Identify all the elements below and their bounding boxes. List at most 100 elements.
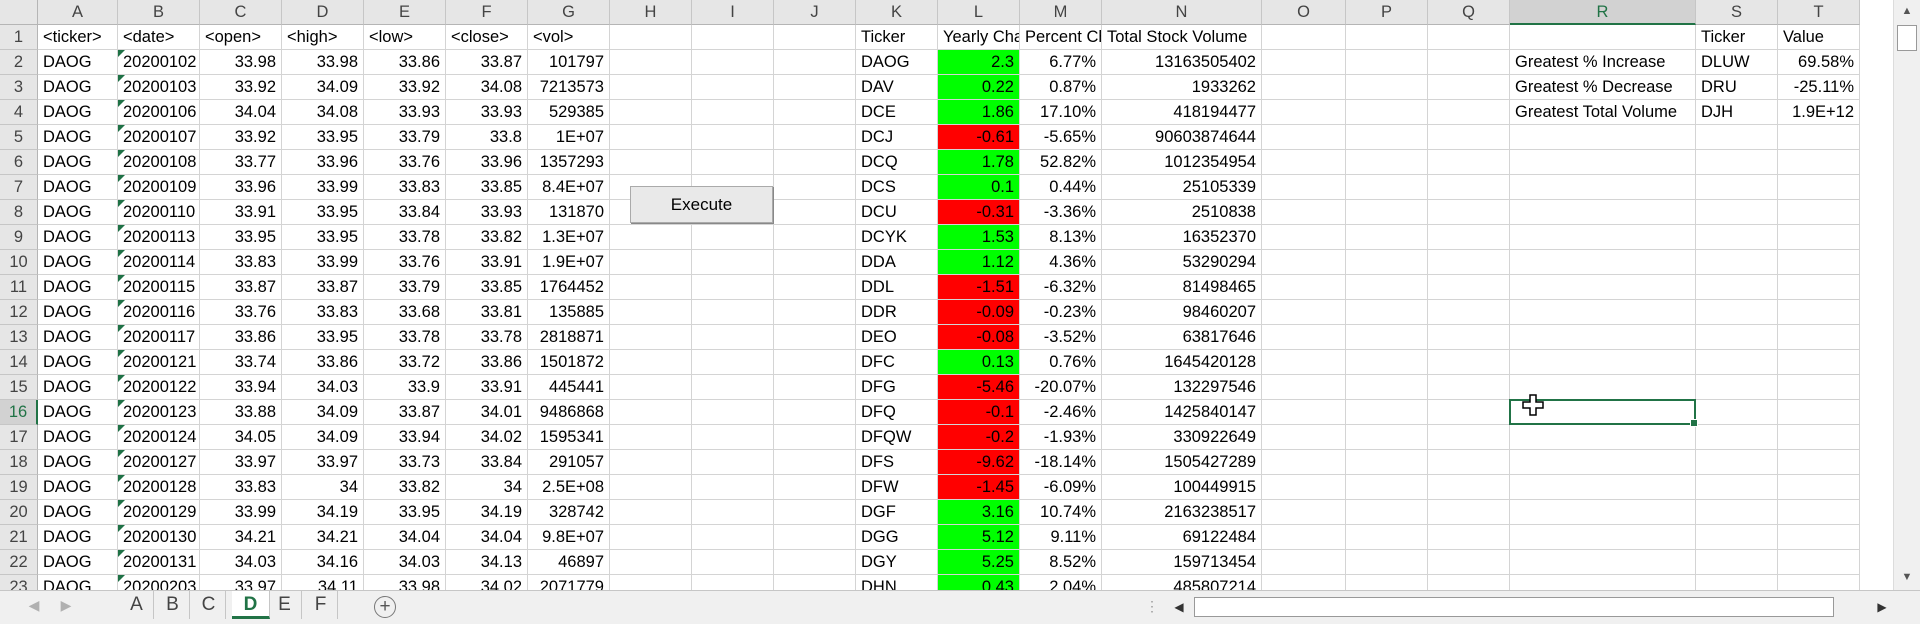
column-header-h[interactable]: H — [610, 0, 692, 25]
cell-k6[interactable]: DCQ — [856, 150, 938, 175]
cell-b7[interactable]: 20200109 — [118, 175, 200, 200]
cell-p17[interactable] — [1346, 425, 1428, 450]
cell-f16[interactable]: 34.01 — [446, 400, 528, 425]
cell-a14[interactable]: DAOG — [38, 350, 118, 375]
cell-g5[interactable]: 1E+07 — [528, 125, 610, 150]
cell-p22[interactable] — [1346, 550, 1428, 575]
cell-s12[interactable] — [1696, 300, 1778, 325]
cell-t10[interactable] — [1778, 250, 1860, 275]
cell-b2[interactable]: 20200102 — [118, 50, 200, 75]
cell-d19[interactable]: 34 — [282, 475, 364, 500]
cell-q7[interactable] — [1428, 175, 1510, 200]
cell-k17[interactable]: DFQW — [856, 425, 938, 450]
cell-p1[interactable] — [1346, 25, 1428, 50]
cell-l3[interactable]: 0.22 — [938, 75, 1020, 100]
cell-t5[interactable] — [1778, 125, 1860, 150]
scroll-up-icon[interactable]: ▲ — [1901, 5, 1913, 17]
cell-c18[interactable]: 33.97 — [200, 450, 282, 475]
cell-j12[interactable] — [774, 300, 856, 325]
cell-e4[interactable]: 33.93 — [364, 100, 446, 125]
cell-k3[interactable]: DAV — [856, 75, 938, 100]
cell-b19[interactable]: 20200128 — [118, 475, 200, 500]
cell-o19[interactable] — [1262, 475, 1346, 500]
cell-o17[interactable] — [1262, 425, 1346, 450]
cell-c5[interactable]: 33.92 — [200, 125, 282, 150]
cell-e11[interactable]: 33.79 — [364, 275, 446, 300]
cell-m4[interactable]: 17.10% — [1020, 100, 1102, 125]
cell-t16[interactable] — [1778, 400, 1860, 425]
cell-k8[interactable]: DCU — [856, 200, 938, 225]
cell-l2[interactable]: 2.3 — [938, 50, 1020, 75]
cell-t7[interactable] — [1778, 175, 1860, 200]
cell-t22[interactable] — [1778, 550, 1860, 575]
cell-l14[interactable]: 0.13 — [938, 350, 1020, 375]
cell-m17[interactable]: -1.93% — [1020, 425, 1102, 450]
row-header-9[interactable]: 9 — [0, 225, 38, 250]
cell-e12[interactable]: 33.68 — [364, 300, 446, 325]
cell-q16[interactable] — [1428, 400, 1510, 425]
cell-n12[interactable]: 98460207 — [1102, 300, 1262, 325]
cell-p20[interactable] — [1346, 500, 1428, 525]
cell-a13[interactable]: DAOG — [38, 325, 118, 350]
cell-i3[interactable] — [692, 75, 774, 100]
cell-n6[interactable]: 1012354954 — [1102, 150, 1262, 175]
cell-s3[interactable]: DRU — [1696, 75, 1778, 100]
cell-g22[interactable]: 46897 — [528, 550, 610, 575]
cell-t14[interactable] — [1778, 350, 1860, 375]
cell-g20[interactable]: 328742 — [528, 500, 610, 525]
cell-t15[interactable] — [1778, 375, 1860, 400]
cell-e3[interactable]: 33.92 — [364, 75, 446, 100]
cell-o18[interactable] — [1262, 450, 1346, 475]
cell-n7[interactable]: 25105339 — [1102, 175, 1262, 200]
cell-s16[interactable] — [1696, 400, 1778, 425]
cell-b11[interactable]: 20200115 — [118, 275, 200, 300]
row-header-5[interactable]: 5 — [0, 125, 38, 150]
cell-t1[interactable]: Value — [1778, 25, 1860, 50]
cell-f2[interactable]: 33.87 — [446, 50, 528, 75]
cell-r19[interactable] — [1510, 475, 1696, 500]
row-header-15[interactable]: 15 — [0, 375, 38, 400]
cell-m11[interactable]: -6.32% — [1020, 275, 1102, 300]
cell-n17[interactable]: 330922649 — [1102, 425, 1262, 450]
cell-o14[interactable] — [1262, 350, 1346, 375]
row-header-1[interactable]: 1 — [0, 25, 38, 50]
cell-f18[interactable]: 33.84 — [446, 450, 528, 475]
cell-a1[interactable]: <ticker> — [38, 25, 118, 50]
cell-d1[interactable]: <high> — [282, 25, 364, 50]
cell-e21[interactable]: 34.04 — [364, 525, 446, 550]
cell-g12[interactable]: 135885 — [528, 300, 610, 325]
row-header-19[interactable]: 19 — [0, 475, 38, 500]
cell-t18[interactable] — [1778, 450, 1860, 475]
cell-f1[interactable]: <close> — [446, 25, 528, 50]
cell-r18[interactable] — [1510, 450, 1696, 475]
cell-f15[interactable]: 33.91 — [446, 375, 528, 400]
cell-f5[interactable]: 33.8 — [446, 125, 528, 150]
cell-f3[interactable]: 34.08 — [446, 75, 528, 100]
cell-q5[interactable] — [1428, 125, 1510, 150]
cell-m21[interactable]: 9.11% — [1020, 525, 1102, 550]
cell-c2[interactable]: 33.98 — [200, 50, 282, 75]
cell-m6[interactable]: 52.82% — [1020, 150, 1102, 175]
cell-p3[interactable] — [1346, 75, 1428, 100]
cell-i13[interactable] — [692, 325, 774, 350]
cell-l10[interactable]: 1.12 — [938, 250, 1020, 275]
cell-c13[interactable]: 33.86 — [200, 325, 282, 350]
cell-s22[interactable] — [1696, 550, 1778, 575]
cell-h18[interactable] — [610, 450, 692, 475]
cell-q15[interactable] — [1428, 375, 1510, 400]
cell-e5[interactable]: 33.79 — [364, 125, 446, 150]
cell-g17[interactable]: 1595341 — [528, 425, 610, 450]
cell-a18[interactable]: DAOG — [38, 450, 118, 475]
cell-b9[interactable]: 20200113 — [118, 225, 200, 250]
cell-e10[interactable]: 33.76 — [364, 250, 446, 275]
cell-c15[interactable]: 33.94 — [200, 375, 282, 400]
cell-s14[interactable] — [1696, 350, 1778, 375]
cell-k13[interactable]: DEO — [856, 325, 938, 350]
cell-k1[interactable]: Ticker — [856, 25, 938, 50]
cell-i17[interactable] — [692, 425, 774, 450]
cell-n20[interactable]: 2163238517 — [1102, 500, 1262, 525]
cell-l11[interactable]: -1.51 — [938, 275, 1020, 300]
cell-s6[interactable] — [1696, 150, 1778, 175]
cell-s15[interactable] — [1696, 375, 1778, 400]
scroll-down-icon[interactable]: ▼ — [1901, 571, 1913, 583]
